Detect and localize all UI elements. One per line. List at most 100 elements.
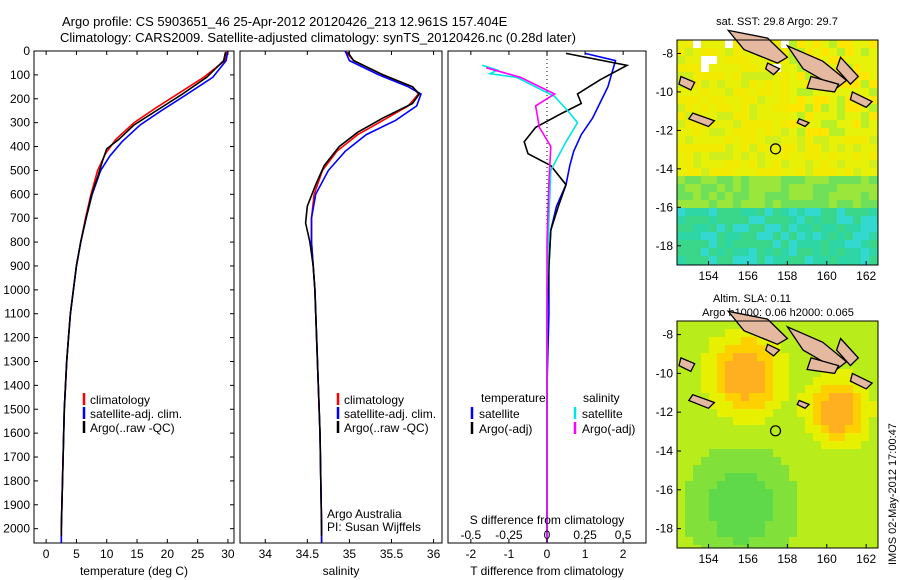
sst-map-cell [853, 48, 862, 57]
sla-map-cell [861, 465, 870, 474]
sla-map-cell [773, 473, 782, 482]
sst-map-cell [749, 104, 758, 113]
sla-map-cell [741, 425, 750, 434]
depth-tick-label: 1000 [3, 283, 30, 297]
sla-map-cell [805, 513, 814, 522]
sst-map-cell [693, 48, 702, 57]
sst-map-cell [725, 144, 734, 153]
sla-map-cell [821, 433, 830, 442]
sla-map-cell [701, 497, 710, 506]
sst-map-cell [821, 120, 830, 129]
sla-map-cell [701, 345, 710, 354]
sla-map-cell [773, 489, 782, 498]
sst-map-cell [725, 112, 734, 121]
sst-map-cell [685, 168, 694, 177]
sst-map-cell [677, 184, 686, 193]
sst-map-ytick-label: -14 [656, 162, 674, 176]
sla-map-cell [765, 417, 774, 426]
sla-map-cell [701, 465, 710, 474]
sla-map-cell [741, 457, 750, 466]
sla-map-cell [725, 361, 734, 370]
sst-map-cell [845, 128, 854, 137]
sla-map-cell [789, 529, 798, 538]
sla-map-cell [773, 377, 782, 386]
sst-map-cell [805, 104, 814, 113]
sst-map-cell [757, 136, 766, 145]
sla-map-cell [701, 409, 710, 418]
sst-map-cell [869, 144, 878, 153]
sla-map-cell [685, 497, 694, 506]
sst-map-cell [829, 104, 838, 113]
sla-map-cell [685, 465, 694, 474]
sla-map-cell [677, 521, 686, 530]
sst-map-cell [677, 240, 686, 249]
sla-map-cell [685, 385, 694, 394]
sla-map-cell [773, 385, 782, 394]
sst-map-cell [733, 136, 742, 145]
sst-map-cell [717, 72, 726, 81]
sla-map-cell [813, 425, 822, 434]
sla-map-cell [741, 441, 750, 450]
sst-map-cell [837, 152, 846, 161]
sst-map-cell [677, 200, 686, 209]
sst-map-cell [741, 88, 750, 97]
salinity-xtick-label: 36 [427, 547, 441, 561]
sst-map-cell [829, 152, 838, 161]
sla-map-cell [821, 497, 830, 506]
sst-map-cell [853, 112, 862, 121]
sla-map-cell [861, 401, 870, 410]
sst-map-cell [837, 248, 846, 257]
sst-map-cell [829, 144, 838, 153]
sla-map-island-7 [764, 343, 781, 357]
sst-map-cell [749, 72, 758, 81]
sla-map-cell [773, 409, 782, 418]
sst-map-cell [685, 72, 694, 81]
sst-map-cell [677, 120, 686, 129]
sst-map-cell [805, 160, 814, 169]
sla-map-cell [773, 449, 782, 458]
sst-map-cell [701, 248, 710, 257]
sla-map-cell [757, 521, 766, 530]
sla-map-cell [733, 545, 742, 549]
sla-map-cell [693, 481, 702, 490]
sst-map-cell [869, 216, 878, 225]
sst-map-cell [733, 104, 742, 113]
sla-map-cell [741, 529, 750, 538]
sla-map-cell [701, 377, 710, 386]
sst-map-cell [725, 232, 734, 241]
sst-map-cell [717, 192, 726, 201]
sst-map-cell [725, 200, 734, 209]
sla-map-island-4 [849, 372, 874, 390]
sst-map-cell [805, 88, 814, 97]
sla-map-cell [741, 329, 750, 338]
sst-map-cell [853, 104, 862, 113]
sla-map-cell [861, 537, 870, 546]
sla-map-cell [805, 433, 814, 442]
sst-map-cell [749, 128, 758, 137]
sla-map-cell [685, 353, 694, 362]
sst-map-cell [677, 208, 686, 217]
sst-map-cell [757, 128, 766, 137]
sla-map-cell [853, 489, 862, 498]
sst-map-cell [709, 208, 718, 217]
sla-map-cell [685, 345, 694, 354]
sst-map-cell [749, 120, 758, 129]
sla-map-cell [853, 505, 862, 514]
sst-map-cell [733, 144, 742, 153]
sst-map-cell [693, 160, 702, 169]
sst-map-cell [693, 136, 702, 145]
sst-map-cell [685, 64, 694, 73]
sla-map-cell [869, 521, 878, 530]
sst-map-cell [733, 176, 742, 185]
sst-map-cell [717, 216, 726, 225]
sla-map-cell [821, 369, 830, 378]
sla-map-cell [749, 481, 758, 490]
sla-map-cell [821, 321, 830, 330]
sst-map-cell [677, 168, 686, 177]
sla-map-island-1 [785, 325, 848, 371]
sla-map-cell [677, 433, 686, 442]
sst-map-cell [845, 80, 854, 89]
sla-map-cell [869, 457, 878, 466]
sst-map-cell [789, 112, 798, 121]
sst-map-cell [805, 248, 814, 257]
